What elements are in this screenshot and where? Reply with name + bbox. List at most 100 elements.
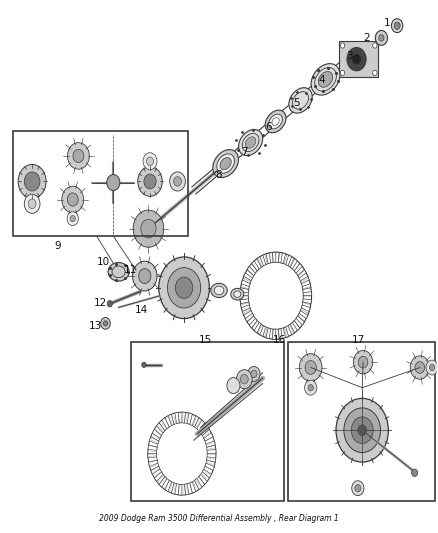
Circle shape xyxy=(62,186,84,213)
Polygon shape xyxy=(249,318,257,328)
Circle shape xyxy=(70,215,75,222)
Ellipse shape xyxy=(220,157,231,169)
Ellipse shape xyxy=(311,63,340,95)
Ellipse shape xyxy=(213,150,238,177)
Circle shape xyxy=(344,408,381,453)
Circle shape xyxy=(355,484,361,492)
Polygon shape xyxy=(190,482,196,493)
Ellipse shape xyxy=(272,118,279,125)
Polygon shape xyxy=(182,412,185,423)
Circle shape xyxy=(175,277,193,298)
Polygon shape xyxy=(207,457,216,462)
Ellipse shape xyxy=(217,154,234,173)
Polygon shape xyxy=(292,320,300,330)
Text: 12: 12 xyxy=(94,297,107,308)
Ellipse shape xyxy=(211,283,227,297)
Polygon shape xyxy=(240,296,248,300)
Polygon shape xyxy=(175,413,179,423)
Text: 2: 2 xyxy=(363,33,370,43)
Text: 17: 17 xyxy=(352,335,365,345)
Ellipse shape xyxy=(231,288,244,300)
Ellipse shape xyxy=(234,291,241,297)
Circle shape xyxy=(141,220,156,238)
Polygon shape xyxy=(199,474,207,484)
Text: 9: 9 xyxy=(54,241,61,251)
Polygon shape xyxy=(242,308,251,315)
Circle shape xyxy=(412,469,418,477)
Polygon shape xyxy=(257,257,264,267)
Circle shape xyxy=(240,374,248,384)
Circle shape xyxy=(139,269,151,284)
Ellipse shape xyxy=(289,88,312,113)
Text: 6: 6 xyxy=(265,122,272,132)
Circle shape xyxy=(415,362,425,373)
Circle shape xyxy=(347,47,366,71)
Polygon shape xyxy=(240,288,249,293)
Circle shape xyxy=(73,149,84,163)
Circle shape xyxy=(375,30,388,45)
Circle shape xyxy=(67,193,78,206)
Circle shape xyxy=(24,172,40,191)
Polygon shape xyxy=(207,449,216,454)
Text: 4: 4 xyxy=(318,76,325,85)
Ellipse shape xyxy=(318,71,333,87)
Circle shape xyxy=(358,425,367,435)
Circle shape xyxy=(142,362,146,368)
Circle shape xyxy=(358,357,368,368)
Circle shape xyxy=(28,199,36,208)
Polygon shape xyxy=(244,273,252,281)
Text: 16: 16 xyxy=(272,335,286,345)
Polygon shape xyxy=(303,292,311,296)
Circle shape xyxy=(379,35,384,41)
Circle shape xyxy=(351,417,373,443)
Polygon shape xyxy=(272,329,276,340)
Polygon shape xyxy=(254,322,261,333)
Polygon shape xyxy=(245,313,254,322)
Circle shape xyxy=(107,301,113,307)
Circle shape xyxy=(340,43,345,48)
Ellipse shape xyxy=(265,110,286,133)
Circle shape xyxy=(299,354,322,381)
Polygon shape xyxy=(162,418,169,429)
Text: 13: 13 xyxy=(89,321,102,331)
Polygon shape xyxy=(187,413,192,424)
Polygon shape xyxy=(290,259,297,269)
Circle shape xyxy=(143,153,157,169)
Circle shape xyxy=(373,43,377,48)
Polygon shape xyxy=(154,472,163,481)
Circle shape xyxy=(101,318,110,329)
Polygon shape xyxy=(278,329,283,339)
Polygon shape xyxy=(283,327,289,338)
Polygon shape xyxy=(302,284,311,289)
Circle shape xyxy=(340,70,345,76)
Polygon shape xyxy=(260,326,266,336)
Circle shape xyxy=(24,194,40,213)
Polygon shape xyxy=(205,463,214,471)
Polygon shape xyxy=(178,484,182,495)
Polygon shape xyxy=(294,263,302,273)
Polygon shape xyxy=(148,445,157,450)
Circle shape xyxy=(394,22,400,29)
Ellipse shape xyxy=(269,114,283,129)
Polygon shape xyxy=(252,261,259,271)
Polygon shape xyxy=(299,311,308,319)
Polygon shape xyxy=(247,266,255,276)
Circle shape xyxy=(353,351,373,374)
Polygon shape xyxy=(197,420,205,431)
Text: 2009 Dodge Ram 3500 Differential Assembly , Rear Diagram 1: 2009 Dodge Ram 3500 Differential Assembl… xyxy=(99,514,339,523)
Ellipse shape xyxy=(239,130,263,156)
Circle shape xyxy=(159,257,209,319)
Polygon shape xyxy=(165,480,172,491)
Polygon shape xyxy=(192,416,199,427)
Circle shape xyxy=(144,174,156,189)
Circle shape xyxy=(248,367,260,381)
Circle shape xyxy=(147,157,153,165)
Text: 11: 11 xyxy=(124,265,138,275)
Polygon shape xyxy=(159,477,167,487)
Circle shape xyxy=(305,361,316,374)
Polygon shape xyxy=(281,253,286,263)
Polygon shape xyxy=(301,305,310,311)
Polygon shape xyxy=(171,483,177,494)
Circle shape xyxy=(173,176,181,186)
Polygon shape xyxy=(204,433,213,441)
